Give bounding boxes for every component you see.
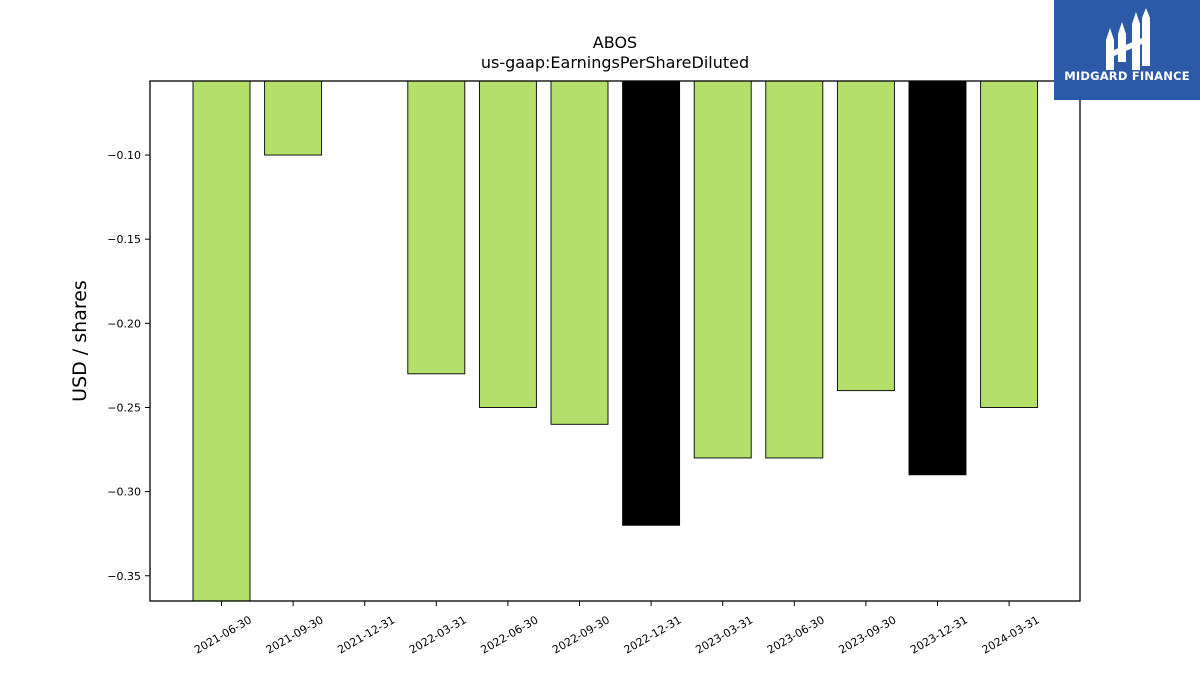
x-tick-label: 2021-12-31: [335, 613, 397, 656]
y-tick-label: −0.15: [107, 233, 141, 246]
y-tick-label: −0.30: [107, 486, 141, 499]
bars-group: [192, 80, 1039, 602]
x-tick-label: 2022-03-31: [407, 613, 469, 656]
chart-subtitle: us-gaap:EarningsPerShareDiluted: [481, 53, 749, 72]
y-axis-label: USD / shares: [69, 280, 91, 402]
bar-2022-12-31: [622, 80, 681, 526]
y-tick-label: −0.20: [107, 317, 141, 330]
bar-2021-06-30: [192, 80, 251, 602]
bar-2023-09-30: [836, 80, 895, 392]
plot-frame: [149, 80, 1081, 602]
bar-2022-03-31: [407, 80, 466, 375]
x-tick-label: 2022-06-30: [479, 613, 541, 656]
x-tick-label: 2022-09-30: [550, 613, 612, 656]
x-tick-label: 2024-03-31: [980, 613, 1042, 656]
x-axis: 2021-06-30 2021-09-30 2021-12-31 2022-03-31…: [192, 601, 1042, 657]
x-tick-label: 2023-06-30: [765, 613, 827, 656]
x-tick-label: 2023-12-31: [908, 613, 970, 656]
y-tick-label: −0.10: [107, 149, 141, 162]
x-tick-label: 2022-12-31: [622, 613, 684, 656]
midgard-finance-logo: MIDGARD FINANCE: [1054, 0, 1200, 100]
midgard-logo-icon: [1106, 8, 1150, 70]
y-axis: −0.10 −0.15 −0.20 −0.25 −0.30 −0.35: [107, 149, 150, 583]
bar-2021-09-30: [264, 80, 323, 156]
bar-2023-06-30: [765, 80, 824, 459]
bar-2022-06-30: [478, 80, 537, 408]
chart-title: ABOS: [593, 33, 637, 52]
x-tick-label: 2021-09-30: [264, 613, 326, 656]
x-tick-label: 2023-09-30: [837, 613, 899, 656]
bar-2022-09-30: [550, 80, 609, 425]
y-tick-label: −0.25: [107, 401, 141, 414]
logo-text: MIDGARD FINANCE: [1064, 69, 1190, 83]
bar-2023-03-31: [693, 80, 752, 459]
bar-2024-03-31: [980, 80, 1039, 408]
bar-2023-12-31: [908, 80, 967, 476]
x-tick-label: 2023-03-31: [693, 613, 755, 656]
y-tick-label: −0.35: [107, 570, 141, 583]
x-tick-label: 2021-06-30: [192, 613, 254, 656]
